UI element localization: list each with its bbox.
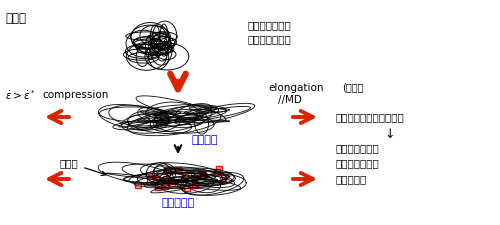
FancyBboxPatch shape	[147, 176, 153, 182]
FancyBboxPatch shape	[184, 185, 190, 191]
Text: (伸長）: (伸長）	[342, 82, 363, 92]
Text: 配向融液: 配向融液	[192, 134, 218, 144]
FancyBboxPatch shape	[175, 168, 181, 174]
FancyBboxPatch shape	[177, 181, 183, 187]
Text: $\dot{\varepsilon}>\dot{\varepsilon}^*$: $\dot{\varepsilon}>\dot{\varepsilon}^*$	[5, 88, 36, 101]
FancyBboxPatch shape	[150, 177, 156, 183]
Text: compression: compression	[42, 90, 108, 99]
FancyBboxPatch shape	[200, 173, 206, 178]
FancyBboxPatch shape	[216, 167, 222, 173]
FancyBboxPatch shape	[155, 184, 161, 190]
FancyBboxPatch shape	[169, 181, 175, 187]
FancyBboxPatch shape	[192, 182, 198, 188]
Text: 均一核生成: 均一核生成	[162, 197, 194, 207]
FancyBboxPatch shape	[182, 172, 188, 178]
Text: elongation: elongation	[268, 83, 324, 93]
Text: 静置場: 静置場	[5, 12, 26, 25]
FancyBboxPatch shape	[214, 169, 220, 175]
Text: ナノ核: ナノ核	[60, 157, 79, 167]
Text: 無数のナノ核が
あらゆる場所で
容易に生成: 無数のナノ核が あらゆる場所で 容易に生成	[335, 142, 379, 183]
FancyBboxPatch shape	[135, 182, 141, 188]
FancyBboxPatch shape	[162, 183, 168, 189]
Text: 過冷却融液中の
１本の高分子鎖: 過冷却融液中の １本の高分子鎖	[248, 20, 292, 44]
Text: ↓: ↓	[385, 127, 395, 140]
FancyBboxPatch shape	[153, 176, 159, 182]
FancyBboxPatch shape	[163, 176, 169, 182]
Text: 分子鎖が引き伸ばされる: 分子鎖が引き伸ばされる	[335, 112, 404, 122]
FancyBboxPatch shape	[220, 177, 226, 183]
FancyBboxPatch shape	[148, 175, 154, 181]
Text: //MD: //MD	[278, 94, 302, 105]
FancyBboxPatch shape	[164, 168, 170, 173]
FancyBboxPatch shape	[191, 176, 197, 182]
